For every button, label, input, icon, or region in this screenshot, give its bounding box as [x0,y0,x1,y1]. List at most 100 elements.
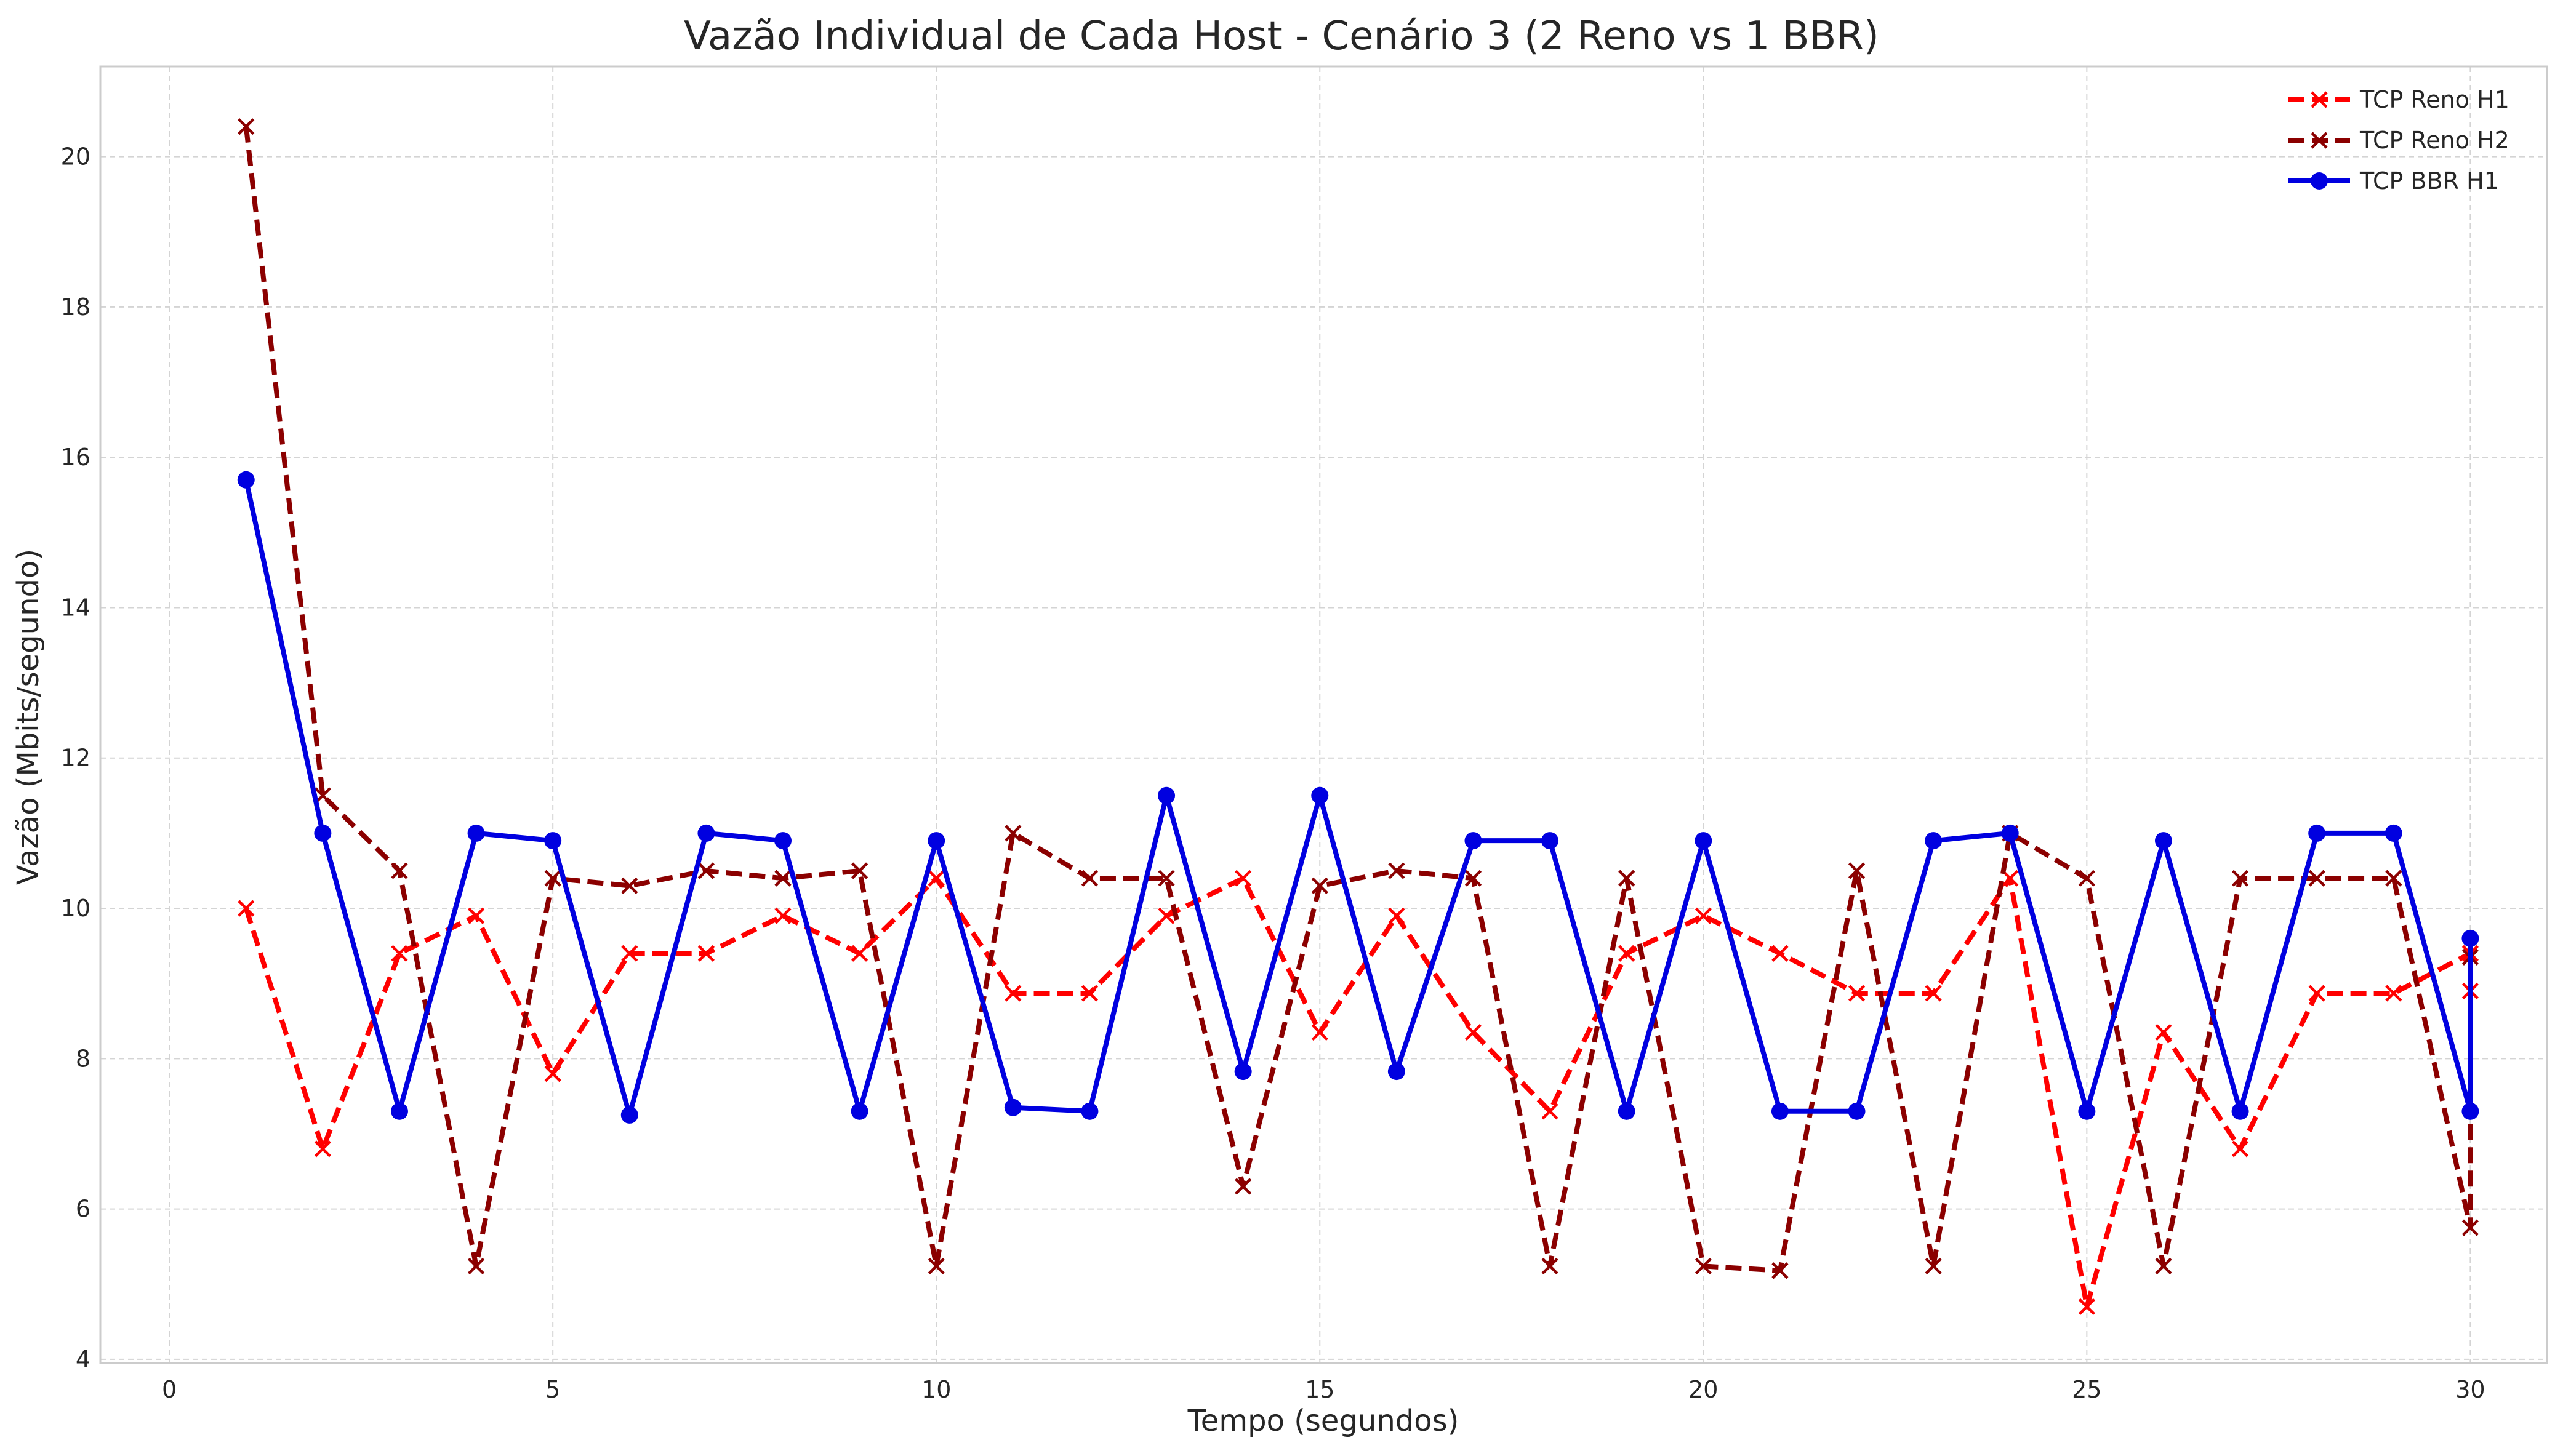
data-point [1618,945,1635,962]
x-tick-label: 30 [2455,1376,2485,1403]
data-point [1695,1257,1712,1275]
legend-item: TCP BBR H1 [2288,167,2499,194]
data-point [544,1065,561,1082]
data-point [1925,1257,1942,1275]
y-tick-label: 18 [61,294,90,321]
data-point [2385,870,2402,887]
data-point [2385,985,2402,1002]
data-point [1388,907,1405,924]
data-point [621,945,638,962]
y-axis-ticks: 4 6 8 10 12 14 16 18 20 [61,143,90,1373]
x-tick-label: 10 [921,1376,951,1403]
data-point [774,832,792,850]
data-point [1311,877,1328,894]
data-point [237,471,255,489]
data-point [1848,985,1866,1002]
data-point [390,1102,408,1120]
data-point [2461,1102,2479,1120]
data-point [1695,832,1712,850]
data-point [2461,929,2479,947]
data-point [1388,862,1405,879]
y-tick-label: 16 [61,444,90,471]
data-point [1771,1102,1789,1120]
y-axis-label: Vazão (Mbits/segundo) [11,549,46,885]
legend: TCP Reno H1 TCP Reno H2 TCP BBR H1 [2288,86,2509,194]
data-point [1541,1103,1558,1120]
data-point [1848,862,1866,879]
data-point [697,862,715,879]
x-tick-label: 20 [1688,1376,1718,1403]
data-point [1311,1023,1328,1041]
data-point [1541,832,1559,850]
data-point [2308,870,2325,887]
data-point [467,824,485,842]
data-point [851,862,868,879]
data-point [544,832,562,850]
data-point [314,1140,331,1158]
data-point [1848,1102,1866,1120]
series-tcp-reno-h1 [238,870,2479,1315]
y-tick-label: 20 [61,143,90,170]
chart-title: Vazão Individual de Cada Host - Cenário … [684,14,1879,59]
x-tick-label: 25 [2072,1376,2101,1403]
data-point [774,870,792,887]
data-point [2231,870,2249,887]
data-point [467,907,485,924]
data-point [467,1257,485,1275]
data-point [1695,907,1712,924]
data-point [851,1102,868,1120]
data-point [2231,1140,2249,1158]
data-point [928,870,945,887]
data-point [2311,91,2328,108]
data-point [1311,786,1329,804]
data-point [1618,870,1635,887]
data-point [238,118,255,135]
legend-item: TCP Reno H1 [2288,86,2509,113]
y-tick-label: 12 [61,745,90,772]
legend-label: TCP Reno H1 [2359,86,2509,113]
x-axis-ticks: 0 5 10 15 20 25 30 [162,1376,2485,1403]
x-tick-label: 15 [1305,1376,1334,1403]
data-point [544,870,561,887]
data-point [1005,825,1022,842]
data-point [2078,1102,2096,1120]
y-tick-label: 8 [76,1045,90,1072]
data-point [2308,985,2325,1002]
x-axis-label: Tempo (segundos) [1187,1404,1459,1438]
data-point [2308,824,2326,842]
data-point [1158,907,1175,924]
grid-lines [100,66,2547,1363]
data-point [697,945,715,962]
data-point [2154,832,2172,850]
y-tick-label: 6 [76,1196,90,1223]
x-tick-label: 0 [162,1376,177,1403]
data-point [2311,172,2328,190]
series-tcp-bbr-h1 [237,471,2479,1124]
data-point [2155,1257,2172,1275]
data-point [620,1106,638,1124]
data-point [1464,870,1482,887]
data-point [314,824,332,842]
data-point [1541,1257,1558,1275]
data-point [774,907,792,924]
data-point [1005,985,1022,1002]
data-point [928,1257,945,1275]
data-point [1235,1178,1252,1195]
data-point [697,824,715,842]
data-point [1771,945,1789,962]
legend-label: TCP BBR H1 [2359,167,2499,194]
data-point [1081,870,1099,887]
data-point [1081,985,1099,1002]
data-point [1925,832,1943,850]
data-point [391,945,408,962]
data-point [851,945,868,962]
data-point [391,862,408,879]
data-point [928,832,945,850]
data-point [1464,1023,1482,1041]
data-point [1387,1063,1405,1081]
data-point [1004,1098,1022,1116]
data-point [1081,1102,1099,1120]
data-point [2078,870,2095,887]
y-tick-label: 4 [76,1346,90,1373]
